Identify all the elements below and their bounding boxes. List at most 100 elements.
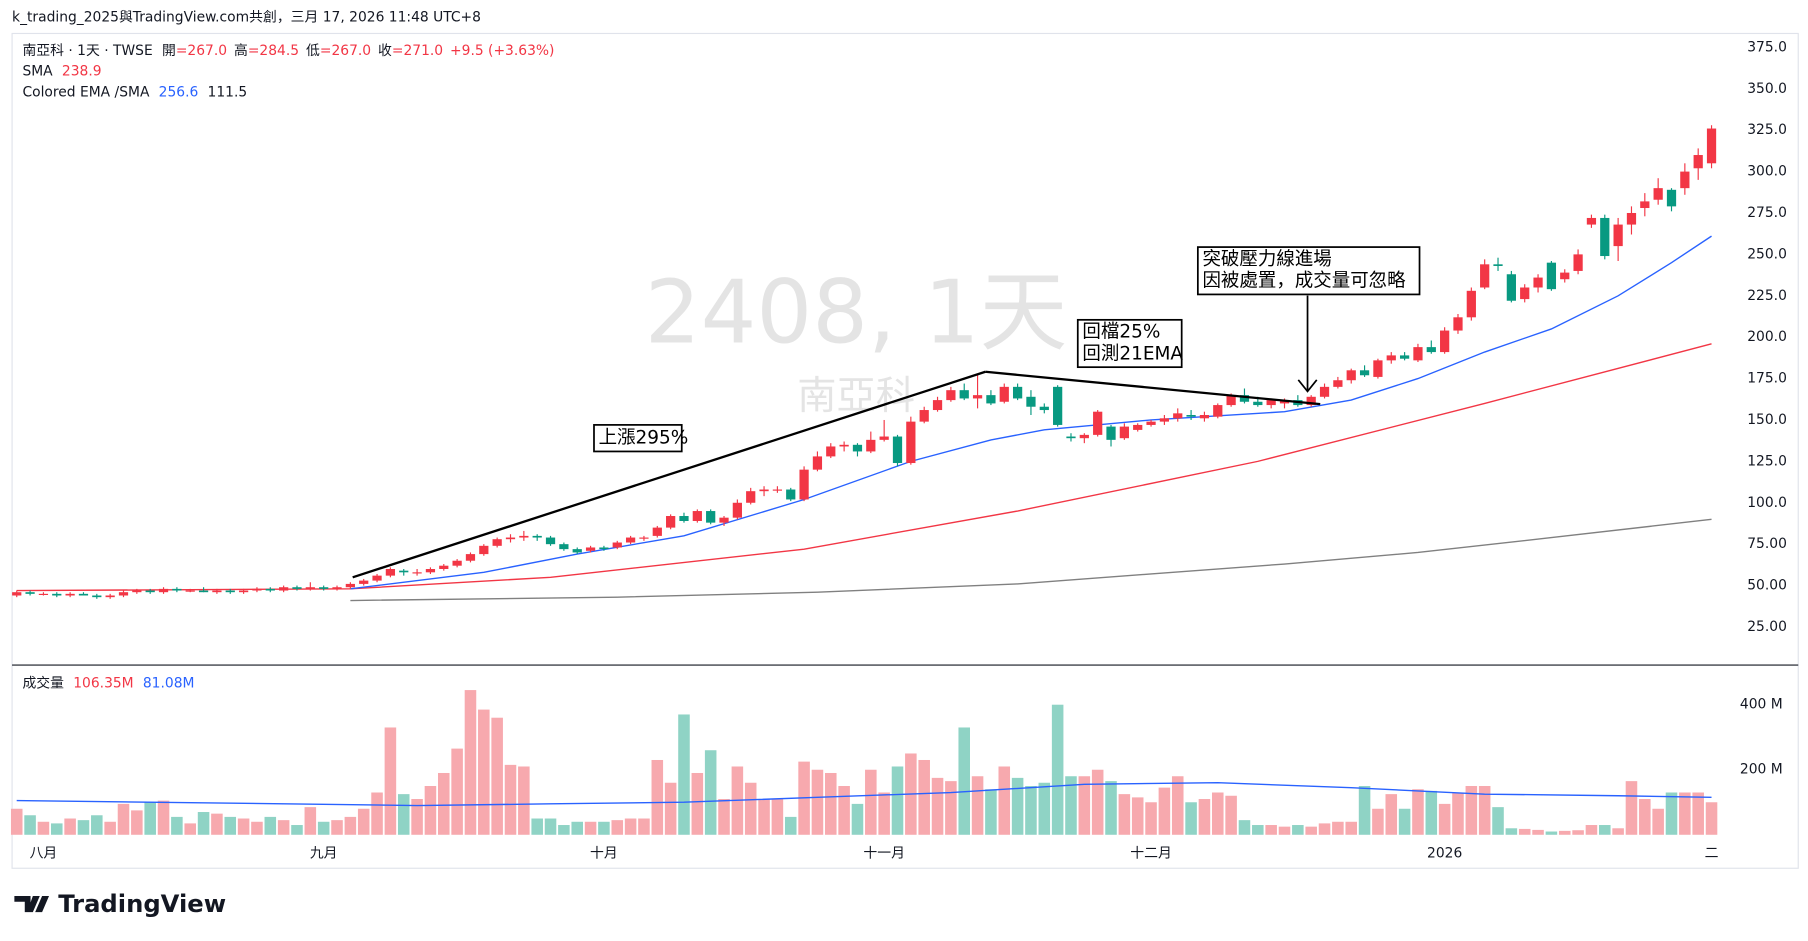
volume-bar (1412, 789, 1424, 835)
volume-bar (838, 786, 850, 835)
legend-label: Colored EMA /SMA (22, 84, 150, 100)
volume-bar (1278, 826, 1291, 835)
candle-body (38, 593, 49, 596)
candle-body (52, 593, 62, 596)
candle-body (746, 491, 756, 503)
candle-body (1053, 386, 1063, 425)
volume-bar (144, 802, 156, 835)
volume-bar (611, 820, 624, 835)
candle-body (1146, 421, 1156, 425)
volume-bar (77, 820, 90, 835)
volume-bar (1105, 781, 1117, 835)
volume-bar (1425, 790, 1438, 835)
x-tick-label: 十二月 (1130, 845, 1172, 861)
chart-frame (11, 32, 1799, 869)
candle-body (932, 400, 943, 411)
candle-body (145, 590, 155, 593)
candle-body (1506, 274, 1516, 301)
candle-body (812, 456, 823, 470)
volume-bar (1478, 786, 1491, 835)
volume-bar (558, 825, 570, 835)
volume-bar (397, 794, 410, 835)
candle-body (826, 446, 836, 457)
candle-body (1333, 380, 1343, 387)
candle-body (1079, 434, 1089, 439)
volume-bar (304, 807, 317, 835)
candle-body (545, 537, 556, 545)
volume-bar (1705, 802, 1718, 835)
volume-bar (1585, 825, 1598, 835)
ma-line (16, 782, 1712, 807)
legend-sma-line: SMA 238.9 (22, 64, 101, 80)
candle-body (706, 511, 716, 523)
volume-bar (758, 799, 770, 835)
candle-body (1026, 396, 1036, 407)
candle-body (1133, 424, 1143, 430)
x-tick-label: 九月 (310, 845, 338, 861)
volume-bar (504, 764, 517, 835)
candle-body (1399, 355, 1410, 359)
trend-line (352, 370, 986, 579)
y-tick-label: 175.0 (1747, 371, 1787, 387)
y-tick-label: 75.00 (1747, 536, 1787, 552)
y-tick-label: 250.0 (1747, 246, 1787, 262)
y-tick-label: 350.0 (1747, 81, 1787, 97)
volume-bar (24, 815, 36, 835)
y-tick-label: 300.0 (1747, 164, 1787, 180)
candle-body (1306, 396, 1316, 406)
volume-bar (1145, 802, 1157, 835)
volume-legend: 成交量 106.35M 81.08M (22, 675, 194, 692)
candle-body (212, 590, 222, 593)
volume-bar (678, 714, 690, 835)
annotation-text: 突破壓力線進場 (1202, 249, 1331, 270)
volume-bar (518, 766, 530, 835)
volume-bar (104, 821, 116, 835)
candle-body (1653, 188, 1663, 200)
volume-bar (1625, 781, 1638, 835)
y-tick-label: 150.0 (1747, 412, 1787, 428)
candle-body (679, 516, 689, 521)
x-tick-label: 2026 (1427, 845, 1462, 861)
candle-body (158, 588, 169, 593)
candle-body (866, 439, 876, 452)
candle-body (65, 593, 75, 596)
volume-bar (1292, 825, 1304, 835)
volume-bar (1078, 776, 1091, 835)
candle-body (452, 560, 462, 566)
volume-bar (1639, 799, 1651, 835)
volume-bar (1372, 808, 1384, 835)
candle-body (399, 570, 409, 573)
candle-body (972, 395, 983, 399)
volume-bar (357, 808, 370, 835)
volume-bar (718, 799, 730, 835)
candle-body (465, 554, 476, 561)
candle-body (292, 587, 302, 589)
volume-bar (865, 769, 877, 835)
volume-bar (771, 799, 784, 835)
legend-value: =267.0 (320, 43, 371, 59)
candle-body (1186, 415, 1196, 417)
volume-bar (945, 781, 957, 835)
volume-bar (1558, 830, 1571, 835)
candle-body (1640, 201, 1650, 209)
volume-bar (1091, 769, 1104, 835)
candle-body (666, 516, 676, 528)
volume-bar (424, 786, 437, 835)
candle-body (559, 544, 569, 550)
volume-bar (1652, 808, 1664, 835)
candle-body (892, 436, 903, 464)
y-tick-label: 25.00 (1747, 619, 1787, 635)
legend-value: 111.5 (208, 84, 248, 100)
volume-bar (184, 823, 196, 835)
volume-bar (1505, 828, 1518, 835)
attribution: k_trading_2025與TradingView.com共創，三月 17, … (12, 9, 481, 25)
legend-value: =271.0 (392, 43, 443, 59)
volume-bar (197, 812, 210, 835)
volume-bar (1518, 828, 1531, 835)
candle-body (1173, 413, 1183, 419)
candle-body (1213, 405, 1223, 417)
candle-body (1159, 418, 1170, 422)
candle-body (1520, 287, 1530, 300)
legend-symbol: 南亞科 · 1天 · TWSE (22, 43, 152, 59)
candle-body (92, 595, 102, 598)
